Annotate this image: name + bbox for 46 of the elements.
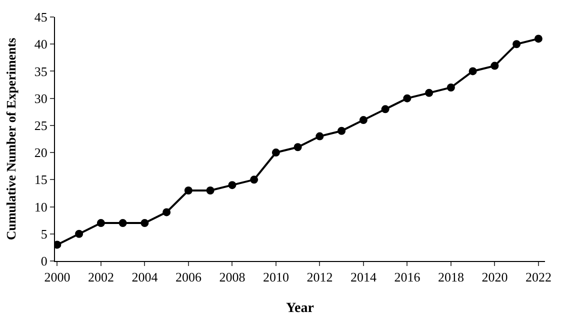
y-tick-label: 15	[34, 172, 48, 188]
point	[162, 208, 171, 216]
x-tick-label: 2018	[438, 270, 464, 285]
x-tick-label: 2012	[306, 270, 333, 285]
point	[228, 181, 236, 190]
point	[425, 88, 434, 97]
x-tick-label: 2020	[482, 270, 508, 285]
x-tick-label: 2016	[394, 270, 421, 285]
point	[468, 67, 477, 76]
x-tick-label: 2022	[525, 270, 552, 285]
x-axis-title: Year	[286, 300, 314, 316]
x-tick-label: 2008	[219, 270, 246, 285]
point	[206, 186, 214, 195]
point	[272, 148, 280, 157]
point	[184, 186, 192, 195]
point	[316, 132, 324, 140]
point	[75, 230, 84, 238]
y-tick-label: 10	[34, 199, 48, 214]
y-tick-label: 40	[34, 36, 48, 52]
point	[534, 34, 542, 43]
y-tick-label: 20	[34, 145, 48, 160]
x-tick-label: 2010	[262, 270, 289, 285]
point	[294, 143, 302, 152]
point	[446, 83, 455, 92]
point	[359, 116, 368, 124]
x-tick-label: 2006	[175, 270, 202, 285]
point	[250, 176, 258, 184]
x-tick-label: 2004	[132, 270, 158, 285]
point	[381, 105, 390, 114]
point	[403, 94, 412, 102]
point	[512, 40, 521, 48]
point	[118, 219, 127, 228]
y-axis-title: Cumulative Number of Experiments	[3, 38, 18, 240]
y-tick-label: 45	[34, 10, 48, 25]
x-tick-label: 2000	[44, 270, 70, 285]
y-tick-label: 5	[40, 226, 48, 242]
point	[490, 62, 499, 70]
y-tick-label: 0	[40, 254, 48, 269]
point	[338, 126, 346, 135]
y-tick-label: 35	[34, 64, 48, 79]
x-tick-label: 2002	[88, 270, 114, 285]
y-tick-label: 25	[34, 118, 48, 133]
x-tick-label: 2014	[350, 270, 377, 285]
point	[96, 219, 105, 228]
point	[140, 219, 149, 228]
y-tick-label: 30	[34, 90, 48, 106]
